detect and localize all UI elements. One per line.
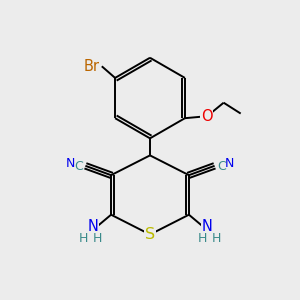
Text: H: H bbox=[79, 232, 88, 245]
Text: C: C bbox=[217, 160, 226, 173]
Text: C: C bbox=[74, 160, 83, 173]
Text: H: H bbox=[93, 232, 103, 245]
Text: O: O bbox=[201, 109, 212, 124]
Text: N: N bbox=[225, 157, 235, 169]
Text: S: S bbox=[145, 227, 155, 242]
Text: Br: Br bbox=[84, 59, 100, 74]
Text: N: N bbox=[201, 219, 212, 234]
Text: H: H bbox=[197, 232, 207, 245]
Text: N: N bbox=[88, 219, 99, 234]
Text: N: N bbox=[65, 157, 75, 169]
Text: H: H bbox=[212, 232, 221, 245]
